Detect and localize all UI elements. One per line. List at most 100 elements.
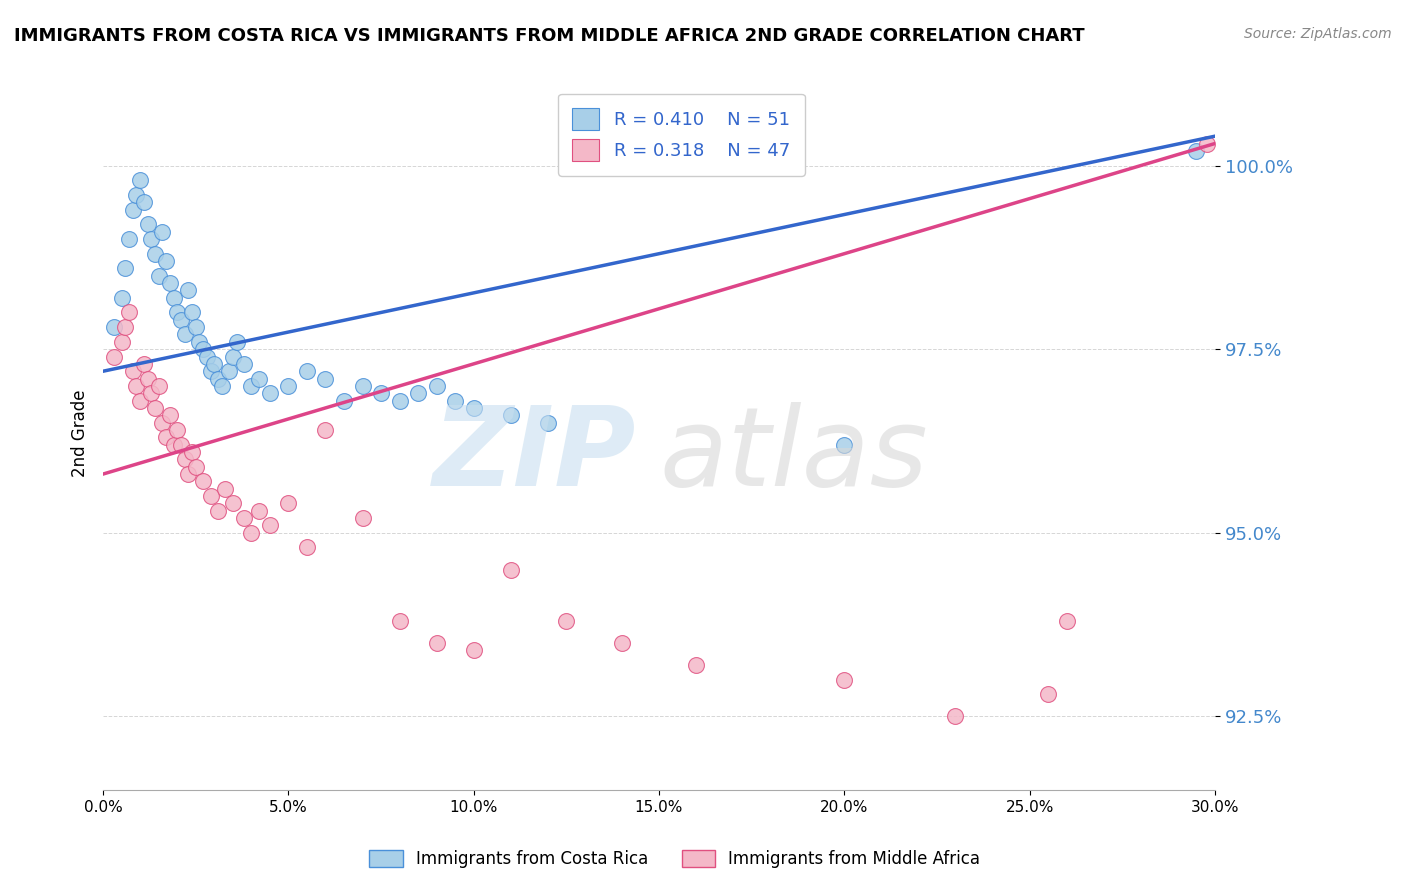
Point [181,445,204,459]
Point [177,467,200,481]
Point [314,423,336,437]
Point [200,489,222,503]
Point [121,364,143,378]
Point [193,342,215,356]
Point [333,393,356,408]
Point [111,291,134,305]
Point [388,393,411,408]
Point [162,291,184,305]
Point [166,305,188,319]
Point [259,386,281,401]
Point [103,320,125,334]
Point [685,657,707,672]
Point [121,202,143,217]
Point [141,386,163,401]
Point [184,459,207,474]
Point [225,334,247,349]
Point [129,173,152,187]
Point [148,379,170,393]
Point [555,614,578,628]
Point [177,284,200,298]
Point [277,379,299,393]
Point [352,511,374,525]
Point [202,357,225,371]
Point [173,327,195,342]
Point [136,371,159,385]
Point [222,350,245,364]
Point [141,232,163,246]
Point [370,386,392,401]
Point [463,401,485,415]
Text: IMMIGRANTS FROM COSTA RICA VS IMMIGRANTS FROM MIDDLE AFRICA 2ND GRADE CORRELATIO: IMMIGRANTS FROM COSTA RICA VS IMMIGRANTS… [14,27,1084,45]
Point [159,409,181,423]
Point [125,188,148,202]
Point [240,525,263,540]
Point [218,364,240,378]
Point [214,482,236,496]
Point [247,371,270,385]
Point [125,379,148,393]
Point [352,379,374,393]
Point [114,261,136,276]
Point [132,357,155,371]
Point [832,673,855,687]
Point [463,643,485,657]
Point [111,334,134,349]
Point [499,409,522,423]
Point [148,268,170,283]
Point [118,232,141,246]
Point [200,364,222,378]
Point [207,504,229,518]
Point [152,225,174,239]
Point [832,437,855,451]
Point [426,379,449,393]
Point [233,357,256,371]
Point [444,393,467,408]
Point [184,320,207,334]
Point [152,416,174,430]
Legend: R = 0.410    N = 51, R = 0.318    N = 47: R = 0.410 N = 51, R = 0.318 N = 47 [558,94,804,176]
Text: ZIP: ZIP [433,401,637,508]
Point [155,254,177,268]
Point [166,423,188,437]
Point [388,614,411,628]
Point [181,305,204,319]
Legend: Immigrants from Costa Rica, Immigrants from Middle Africa: Immigrants from Costa Rica, Immigrants f… [363,843,987,875]
Point [188,334,211,349]
Point [132,195,155,210]
Text: atlas: atlas [659,401,928,508]
Point [314,371,336,385]
Point [118,305,141,319]
Point [136,217,159,231]
Point [406,386,429,401]
Point [247,504,270,518]
Point [1036,687,1059,701]
Point [143,401,166,415]
Point [207,371,229,385]
Point [1185,144,1208,158]
Point [143,246,166,260]
Point [193,475,215,489]
Point [537,416,560,430]
Point [945,709,967,723]
Point [295,364,318,378]
Point [259,518,281,533]
Point [295,541,318,555]
Point [170,313,193,327]
Point [233,511,256,525]
Point [1197,136,1219,151]
Point [114,320,136,334]
Point [155,430,177,444]
Point [426,636,449,650]
Point [103,350,125,364]
Point [1056,614,1078,628]
Point [162,437,184,451]
Point [170,437,193,451]
Point [129,393,152,408]
Point [222,496,245,510]
Point [159,276,181,290]
Point [240,379,263,393]
Y-axis label: 2nd Grade: 2nd Grade [72,390,89,477]
Point [195,350,218,364]
Point [610,636,633,650]
